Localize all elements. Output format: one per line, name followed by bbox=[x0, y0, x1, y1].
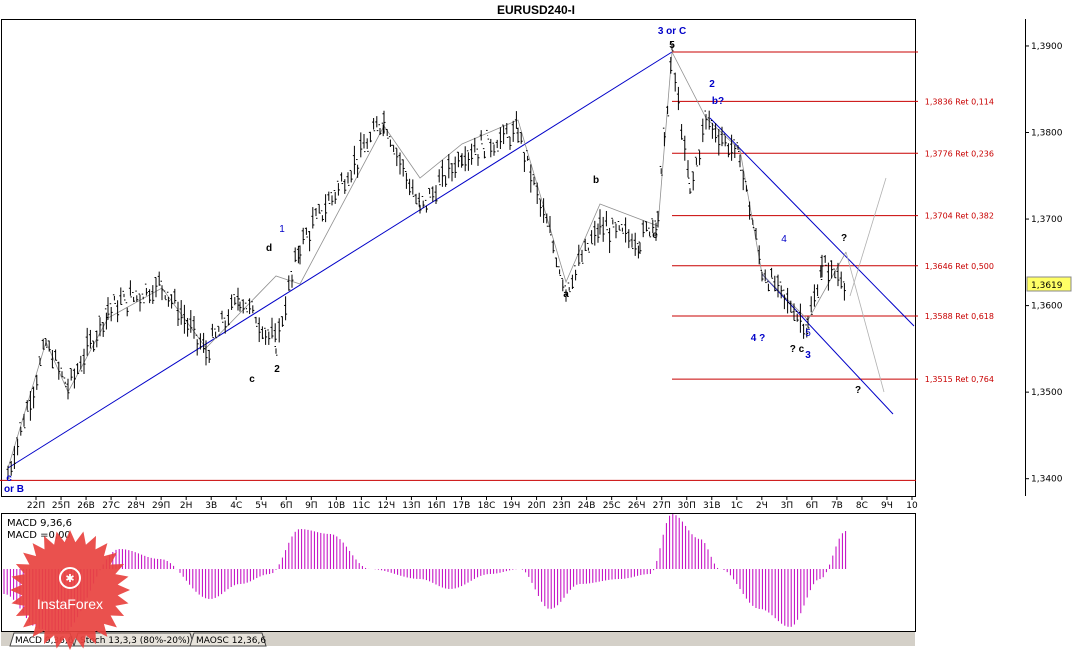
wave-label: b bbox=[593, 175, 599, 186]
time-tick-label: 4С bbox=[230, 501, 242, 511]
time-tick-label: 19Ч bbox=[503, 501, 521, 511]
chart-title: EURUSD240-I bbox=[497, 3, 575, 17]
wave-label: c bbox=[6, 473, 12, 484]
current-price-tag: 1,3619 bbox=[1026, 276, 1072, 292]
time-tick-label: 18С bbox=[478, 501, 496, 511]
tab-maosc-label: MAOSC 12,36,6 bbox=[196, 636, 266, 646]
wave-label: 4 ? bbox=[751, 333, 765, 344]
wave-label: b? bbox=[712, 96, 724, 107]
time-tick-label: 25С bbox=[603, 501, 621, 511]
retracement-label: 1,3776 Ret 0,236 bbox=[925, 149, 994, 158]
time-tick-label: 9П bbox=[305, 501, 318, 511]
wave-label: 2 bbox=[709, 79, 715, 90]
time-tick-label: 13П bbox=[402, 501, 420, 511]
wave-label: 4 bbox=[781, 234, 787, 245]
time-tick-label: 6П bbox=[280, 501, 293, 511]
time-tick-label: 17В bbox=[453, 501, 471, 511]
time-tick-label: 10В bbox=[328, 501, 346, 511]
wave-channels bbox=[7, 50, 915, 469]
time-tick-label: 22П bbox=[27, 501, 45, 511]
retracement-label: 1,3588 Ret 0,618 bbox=[925, 312, 994, 321]
price-tick-label: 1,3500 bbox=[1031, 388, 1063, 398]
wave-label: 5 bbox=[669, 40, 675, 51]
channel-line bbox=[709, 117, 915, 327]
wave-label: a bbox=[563, 289, 569, 300]
time-tick-label: 25П bbox=[52, 501, 70, 511]
instaforex-logo: ✱ InstaForex bbox=[10, 530, 130, 650]
time-tick-label: 12Ч bbox=[378, 501, 396, 511]
time-tick-label: 26Ч bbox=[628, 501, 646, 511]
wave-label: c bbox=[249, 374, 255, 385]
logo-emblem-icon bbox=[59, 567, 81, 589]
logo-emblem-glyph: ✱ bbox=[65, 572, 74, 585]
price-tick-label: 1,3900 bbox=[1031, 42, 1063, 52]
time-tick-label: 26В bbox=[77, 501, 95, 511]
time-tick-label: 8С bbox=[856, 501, 868, 511]
wave-label: ? bbox=[855, 385, 861, 396]
time-tick-label: 29П bbox=[152, 501, 170, 511]
time-tick-label: 28Ч bbox=[127, 501, 145, 511]
time-tick-label: 16П bbox=[427, 501, 445, 511]
price-tick-label: 1,3400 bbox=[1031, 475, 1063, 485]
time-tick-label: 24В bbox=[578, 501, 596, 511]
time-tick-label: 27С bbox=[102, 501, 120, 511]
time-tick-label: 5Ч bbox=[255, 501, 267, 511]
indicator-pane-frame bbox=[1, 513, 916, 632]
wave-label: 3 bbox=[805, 350, 811, 361]
time-tick-label: 1С bbox=[731, 501, 743, 511]
channel-line bbox=[7, 51, 673, 469]
retracement-label: 1,3836 Ret 0,114 bbox=[925, 97, 994, 106]
wave-zigzag bbox=[7, 50, 847, 469]
price-tick-label: 1,3800 bbox=[1031, 129, 1063, 139]
time-tick-label: 7В bbox=[831, 501, 843, 511]
wave-label: e bbox=[652, 230, 658, 241]
time-tick-label: 2Н bbox=[180, 501, 193, 511]
price-tick-label: 1,3600 bbox=[1031, 302, 1063, 312]
wave-label: 1 bbox=[279, 224, 285, 235]
channel-line bbox=[761, 273, 894, 415]
projection-down bbox=[845, 251, 885, 393]
time-tick-label: 10 bbox=[906, 501, 918, 511]
time-tick-label: 23П bbox=[552, 501, 570, 511]
time-tick-label: 3П bbox=[781, 501, 794, 511]
time-tick-label: 2Ч bbox=[756, 501, 768, 511]
logo-text: InstaForex bbox=[37, 596, 103, 612]
macd-label: MACD 9,36,6 bbox=[7, 518, 72, 529]
wave-label: ? bbox=[841, 233, 847, 244]
time-tick-label: 6П bbox=[806, 501, 819, 511]
wave-label: d bbox=[266, 243, 272, 254]
time-tick-label: 30П bbox=[678, 501, 696, 511]
time-tick-label: 20П bbox=[527, 501, 545, 511]
wave-label: 2 bbox=[274, 364, 280, 375]
tab-maosc[interactable]: MAOSC 12,36,6 bbox=[189, 632, 267, 647]
macd-value: MACD =0,00 bbox=[7, 530, 71, 541]
retracement-label: 1,3515 Ret 0,764 bbox=[925, 375, 994, 384]
time-tick-label: 3В bbox=[205, 501, 217, 511]
price-pane-frame bbox=[1, 19, 916, 497]
wave-label: 5 bbox=[805, 328, 811, 339]
price-tick-label: 1,3700 bbox=[1031, 215, 1063, 225]
price-axis: 1,3900 1,3800 1,3700 1,3600 1,3500 1,3400 bbox=[1025, 42, 1063, 485]
time-axis: 22П 25П 26В 27С 28Ч 29П 2Н 3В 4С 5Ч 6П 9П 10В 11С 12Ч 1… bbox=[27, 496, 918, 511]
tab-stoch-label: Stoch 13,3,3 (80%-20%) bbox=[80, 636, 190, 646]
time-tick-label: 9Ч bbox=[881, 501, 893, 511]
price-bars bbox=[6, 41, 846, 479]
projection-up bbox=[849, 177, 887, 297]
wave-label: ? c bbox=[790, 344, 805, 355]
retracement-levels: 1,3836 Ret 0,114 1,3776 Ret 0,236 1,3704 R… bbox=[0, 51, 994, 481]
retracement-label: 1,3646 Ret 0,500 bbox=[925, 262, 994, 271]
wave-label: 3 or C bbox=[658, 26, 686, 37]
current-price-label: 1,3619 bbox=[1031, 281, 1063, 291]
retracement-label: 1,3704 Ret 0,382 bbox=[925, 212, 994, 221]
time-tick-label: 11С bbox=[352, 501, 370, 511]
time-tick-label: 27П bbox=[653, 501, 671, 511]
wave-label: or B bbox=[4, 484, 24, 495]
time-tick-label: 31В bbox=[703, 501, 721, 511]
